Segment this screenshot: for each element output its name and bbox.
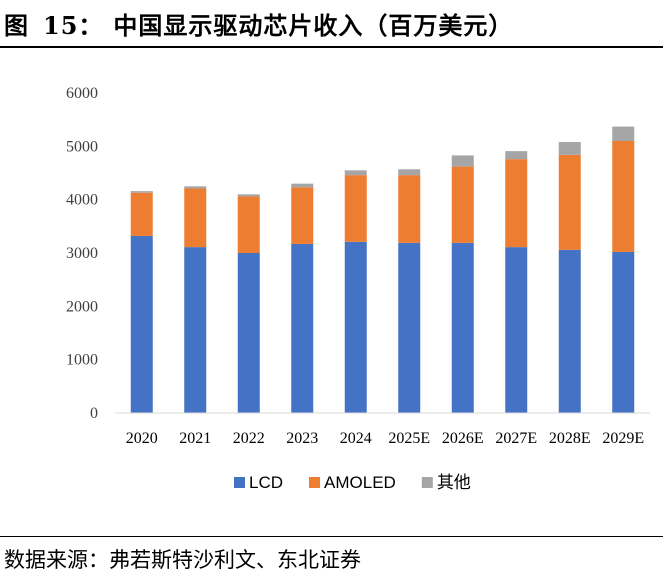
legend: LCD AMOLED 其他	[234, 473, 471, 492]
bar-AMOLED-2020	[130, 192, 153, 236]
x-axis: 2020 2021 2022 2023 2024 2025E 2026E 2027E 2028E…	[126, 430, 644, 447]
bar-AMOLED-2026E	[451, 166, 474, 243]
bar-其他-2024	[344, 170, 367, 176]
bar-AMOLED-2023	[291, 187, 314, 244]
bar-AMOLED-2022	[237, 196, 260, 253]
bar-LCD-2022	[237, 253, 260, 413]
bar-其他-2029E	[612, 126, 635, 141]
x-tick-label: 2022	[233, 430, 265, 447]
x-tick-label: 2027E	[495, 430, 537, 447]
legend-label: LCD	[249, 473, 283, 492]
bar-其他-2027E	[505, 151, 528, 160]
figure-title-text: 中国显示驱动芯片收入（百万美元）	[113, 11, 514, 40]
y-tick-label: 3000	[66, 245, 98, 262]
bar-其他-2028E	[558, 142, 581, 155]
legend-swatch-LCD	[234, 477, 245, 488]
bar-AMOLED-2021	[184, 188, 207, 248]
title-rule	[0, 46, 663, 48]
bar-LCD-2027E	[505, 247, 528, 413]
bar-其他-2023	[291, 183, 314, 188]
x-tick-label: 2025E	[388, 430, 430, 447]
figure-number: 15：	[43, 11, 104, 40]
bars	[130, 126, 635, 413]
legend-label: 其他	[437, 473, 471, 492]
bar-其他-2022	[237, 194, 260, 197]
y-tick-label: 1000	[66, 352, 98, 369]
bar-LCD-2026E	[451, 242, 474, 413]
bar-其他-2026E	[451, 155, 474, 167]
legend-swatch-其他	[421, 477, 433, 488]
bar-AMOLED-2029E	[612, 141, 635, 252]
x-tick-label: 2024	[340, 430, 372, 447]
figure-title: 图 15： 中国显示驱动芯片收入（百万美元）	[4, 6, 513, 41]
source-note: 数据来源：弗若斯特沙利文、东北证券	[4, 548, 361, 572]
y-tick-label: 2000	[66, 298, 98, 315]
source-rule	[0, 536, 663, 537]
x-tick-label: 2026E	[442, 430, 484, 447]
bar-AMOLED-2025E	[398, 175, 421, 243]
legend-label: AMOLED	[324, 473, 396, 492]
x-tick-label: 2021	[179, 430, 211, 447]
bar-LCD-2025E	[398, 242, 421, 413]
figure-label: 图	[4, 11, 29, 40]
y-tick-label: 4000	[66, 192, 98, 209]
x-tick-label: 2023	[286, 430, 318, 447]
y-tick-label: 6000	[66, 85, 98, 102]
bar-LCD-2024	[344, 241, 367, 413]
bar-其他-2020	[130, 191, 153, 193]
bar-AMOLED-2027E	[505, 159, 528, 248]
x-tick-label: 2029E	[602, 430, 644, 447]
bar-其他-2025E	[398, 169, 421, 176]
y-axis: 0 1000 2000 3000 4000 5000 6000	[66, 85, 98, 422]
bar-AMOLED-2024	[344, 175, 367, 242]
y-tick-label: 0	[90, 405, 98, 422]
x-tick-label: 2028E	[549, 430, 591, 447]
x-tick-label: 2020	[126, 430, 158, 447]
y-tick-label: 5000	[66, 138, 98, 155]
bar-LCD-2028E	[558, 249, 581, 413]
legend-swatch-AMOLED	[309, 477, 321, 488]
bar-AMOLED-2028E	[558, 154, 581, 250]
bar-LCD-2029E	[612, 251, 635, 413]
bar-LCD-2020	[130, 235, 153, 413]
bar-LCD-2023	[291, 243, 314, 413]
bar-其他-2021	[184, 186, 207, 189]
bar-LCD-2021	[184, 247, 207, 413]
